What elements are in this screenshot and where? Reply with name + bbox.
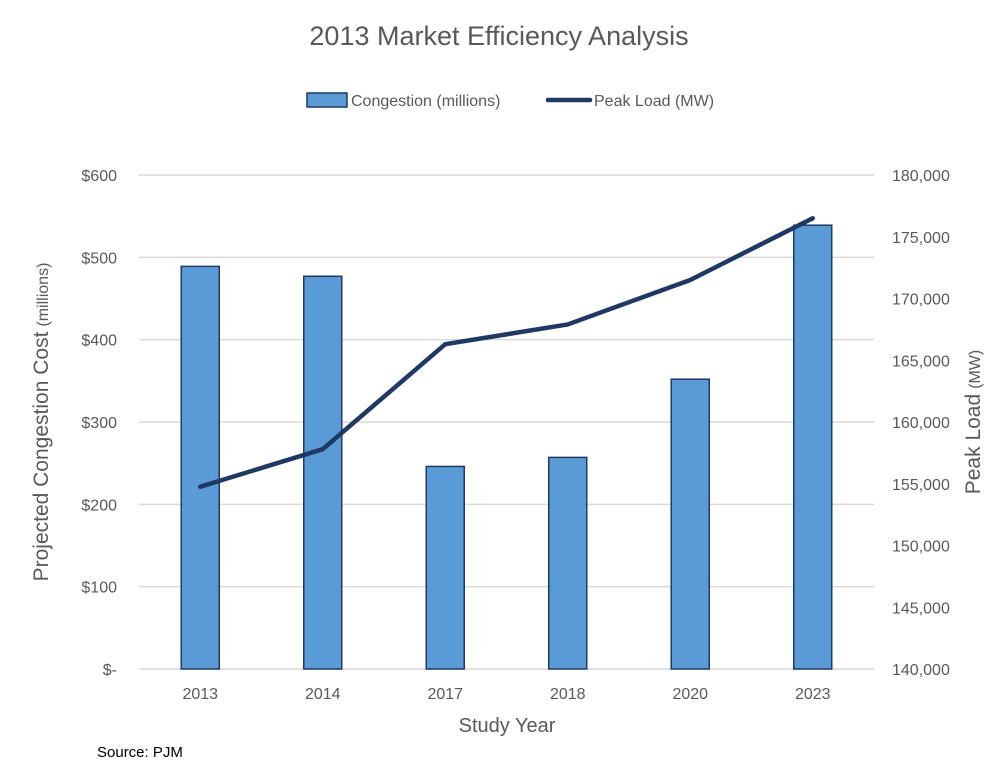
y-tick-label: $600 (81, 168, 117, 185)
bar (180, 265, 220, 670)
x-tick-label: 2013 (182, 686, 218, 703)
bar (548, 456, 588, 670)
bar (425, 465, 465, 670)
y2-axis-label-main: Peak Load (962, 394, 985, 494)
y-axis-label-main: Projected Congestion Cost (30, 331, 53, 581)
y2-tick-label: 180,000 (892, 168, 950, 185)
legend-swatch-congestion (306, 92, 348, 108)
y2-tick-label: 160,000 (892, 415, 950, 432)
y2-tick-label: 150,000 (892, 539, 950, 556)
y2-tick-label: 170,000 (892, 292, 950, 309)
bar (793, 224, 833, 670)
x-axis-label: Study Year (459, 715, 556, 737)
x-tick-label: 2017 (427, 686, 463, 703)
y2-tick-label: 165,000 (892, 353, 950, 370)
x-tick-label: 2023 (795, 686, 831, 703)
y2-tick-label: 140,000 (892, 662, 950, 679)
y-tick-label: $200 (81, 497, 117, 514)
y-axis-label-unit: (millions) (35, 263, 52, 327)
y-axis-label: Projected Congestion Cost (millions) (30, 263, 53, 582)
y-tick-label: $100 (81, 580, 117, 597)
x-tick-label: 2020 (672, 686, 708, 703)
y2-tick-label: 175,000 (892, 230, 950, 247)
y2-axis-label: Peak Load (MW) (962, 350, 985, 495)
y2-tick-label: 155,000 (892, 477, 950, 494)
y2-tick-label: 145,000 (892, 600, 950, 617)
x-tick-label: 2018 (550, 686, 586, 703)
y-tick-label: $300 (81, 415, 117, 432)
source-note: Source: PJM (97, 744, 183, 761)
y-tick-label: $- (103, 662, 117, 679)
bar (303, 275, 343, 670)
x-tick-label: 2014 (305, 686, 341, 703)
chart-title: 2013 Market Efficiency Analysis (309, 21, 688, 51)
y-tick-label: $400 (81, 333, 117, 350)
peak-load-line (198, 215, 815, 489)
legend-label-congestion: Congestion (millions) (351, 93, 500, 110)
bar (670, 378, 710, 670)
legend-label-peak-load: Peak Load (MW) (594, 93, 714, 110)
y-tick-label: $500 (81, 250, 117, 267)
y2-axis-label-unit: (MW) (967, 350, 984, 389)
